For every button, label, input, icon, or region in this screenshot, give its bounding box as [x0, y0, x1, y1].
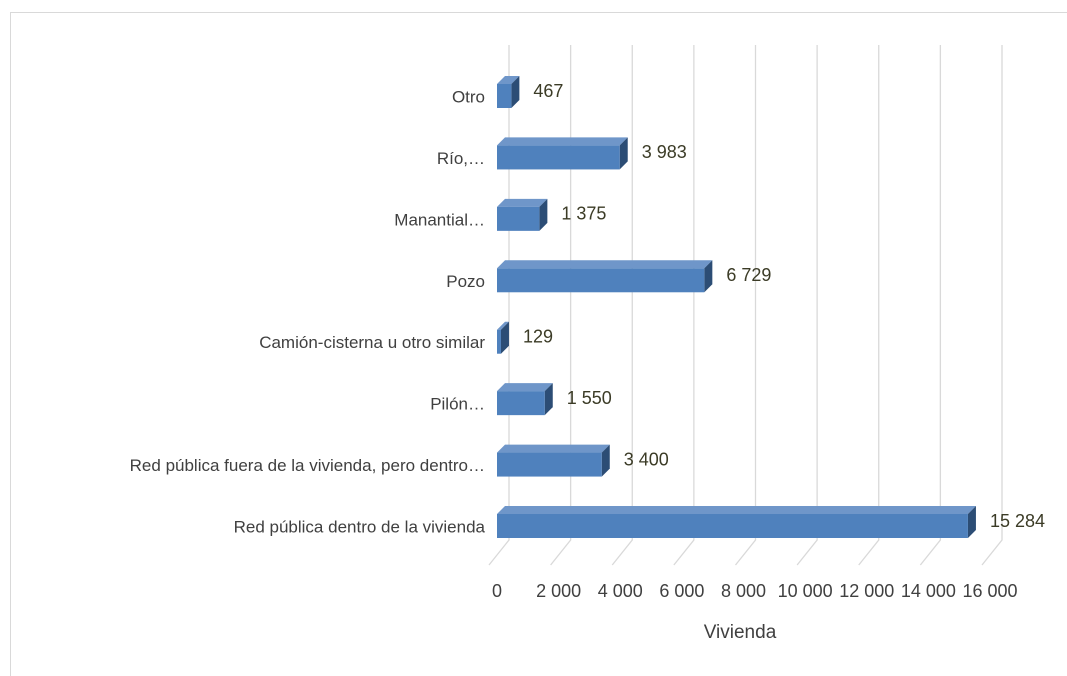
- y-tick-label: Pozo: [446, 272, 485, 291]
- bar-front: [497, 206, 540, 231]
- bar: [497, 444, 610, 477]
- x-tick-label: 12 000: [839, 581, 894, 601]
- y-tick-label: Red pública fuera de la vivienda, pero d…: [130, 456, 485, 475]
- y-tick-label: Camión-cisterna u otro similar: [259, 333, 485, 352]
- x-tick-label: 6 000: [659, 581, 704, 601]
- bar-front: [497, 84, 512, 108]
- x-tick-label: 10 000: [778, 581, 833, 601]
- bar-side: [544, 383, 553, 416]
- bar-top: [497, 506, 976, 514]
- bar: [497, 198, 548, 231]
- grid-line: [796, 45, 818, 566]
- grid-line: [981, 45, 1003, 566]
- value-label: 129: [523, 326, 553, 346]
- x-tick-label: 16 000: [962, 581, 1017, 601]
- value-label: 3 400: [624, 449, 669, 469]
- grid-line: [919, 45, 942, 566]
- bar-front: [497, 329, 501, 354]
- bar-top: [497, 383, 553, 392]
- y-tick-label: Río,…: [437, 149, 485, 168]
- bar-side: [619, 137, 628, 170]
- grid-line: [550, 45, 572, 566]
- grid-line: [734, 45, 757, 566]
- bar-side: [539, 198, 548, 231]
- bar: [497, 137, 628, 170]
- grid-line: [488, 45, 510, 566]
- bar-top: [497, 137, 628, 146]
- value-label: 467: [533, 81, 563, 101]
- bar-top: [497, 76, 520, 84]
- x-tick-label: 0: [492, 581, 502, 601]
- bar-side: [511, 76, 520, 108]
- bar-side: [500, 321, 509, 354]
- x-tick-label: 14 000: [901, 581, 956, 601]
- bar-top: [497, 444, 610, 453]
- x-axis-title: Vivienda: [704, 622, 777, 643]
- bar-side: [704, 260, 713, 293]
- x-tick-label: 4 000: [598, 581, 643, 601]
- bar-top: [497, 321, 509, 330]
- bar: [497, 321, 509, 354]
- bar: [497, 506, 976, 538]
- bar-front: [497, 268, 705, 293]
- grid-line: [858, 45, 880, 566]
- grid-line: [611, 45, 633, 566]
- value-label: 1 550: [567, 388, 612, 408]
- chart-border: [10, 12, 1067, 676]
- value-label: 1 375: [561, 204, 606, 224]
- value-label: 6 729: [726, 265, 771, 285]
- grid-line: [673, 45, 695, 566]
- bar-side: [601, 444, 610, 477]
- y-tick-label: Manantial…: [394, 210, 485, 229]
- y-tick-label: Pilón…: [430, 395, 485, 414]
- bar-top: [497, 198, 548, 207]
- x-tick-label: 8 000: [721, 581, 766, 601]
- y-tick-label: Red pública dentro de la vivienda: [234, 517, 486, 536]
- bar: [497, 383, 553, 416]
- bar-front: [497, 514, 968, 538]
- bar: [497, 76, 520, 108]
- bar-top: [497, 260, 713, 269]
- x-tick-label: 2 000: [536, 581, 581, 601]
- value-label: 3 983: [642, 142, 687, 162]
- bar-side: [967, 506, 976, 538]
- bar-front: [497, 452, 602, 477]
- bar-front: [497, 145, 620, 170]
- y-tick-label: Otro: [452, 87, 485, 106]
- value-label: 15 284: [990, 511, 1045, 531]
- bar-front: [497, 391, 545, 416]
- bar: [497, 260, 713, 293]
